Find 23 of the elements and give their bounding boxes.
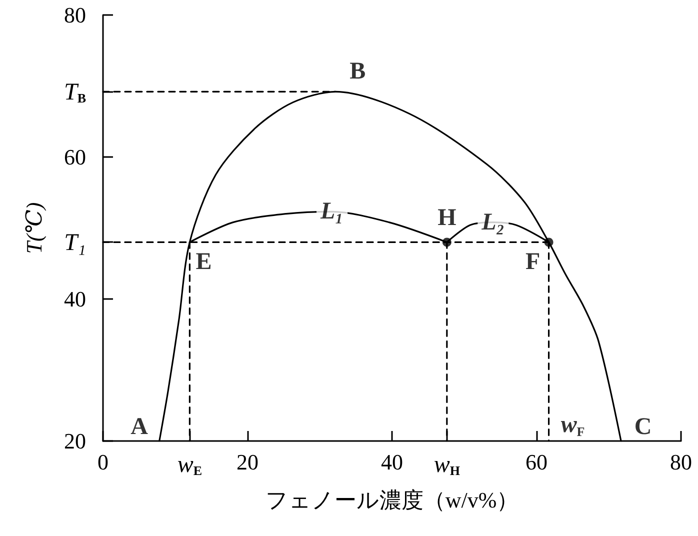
annotation: E <box>196 249 212 276</box>
annotation: C <box>634 414 652 440</box>
annotation: L₁ <box>320 198 344 225</box>
x-tick-label: wH <box>434 452 460 478</box>
annotation: H <box>438 205 457 232</box>
x-axis-title: フェノール濃度（w/v%） <box>265 488 519 512</box>
y-tick-label: 80 <box>64 2 86 28</box>
y-tick-label: 40 <box>64 286 86 312</box>
y-tick-label: TB <box>64 80 86 106</box>
y-axis-title: T(℃) <box>22 202 46 254</box>
x-tick-label: 80 <box>670 450 692 474</box>
annotation: F <box>525 249 540 276</box>
annotation: L₂ <box>480 209 505 236</box>
x-tick-label: wE <box>177 452 202 478</box>
y-tick-label: 20 <box>64 428 86 454</box>
y-tick-label: T₁ <box>64 230 86 256</box>
x-tick-label: 20 <box>236 450 258 474</box>
x-tick-label: 0 <box>98 450 108 474</box>
x-tick-label: 60 <box>526 450 548 474</box>
y-tick-label: 60 <box>64 144 86 170</box>
annotation: A <box>130 414 149 440</box>
x-tick-label: 40 <box>381 450 403 474</box>
annotation: B <box>350 58 366 85</box>
